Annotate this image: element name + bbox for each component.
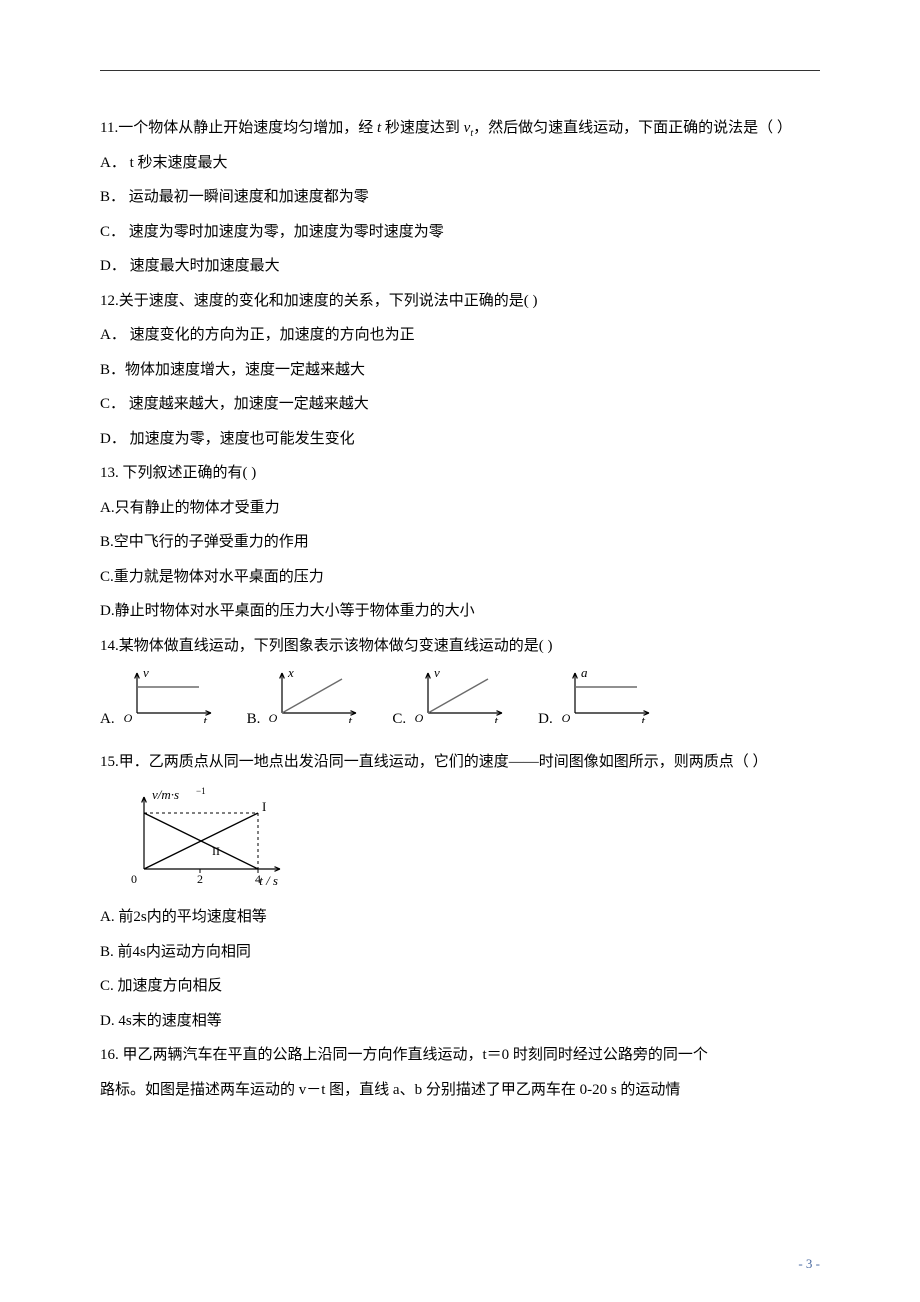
- q12-option-d: D． 加速度为零，速度也可能发生变化: [100, 422, 820, 457]
- q11-option-c: C． 速度为零时加速度为零，加速度为零时速度为零: [100, 215, 820, 250]
- svg-text:O: O: [561, 711, 570, 723]
- q14-graph-b: x Ot: [266, 667, 362, 737]
- q14-label-c: C.: [392, 702, 406, 737]
- q11-option-d: D． 速度最大时加速度最大: [100, 249, 820, 284]
- svg-text:v: v: [434, 667, 440, 680]
- q14-label-d: D.: [538, 702, 553, 737]
- q15-d-mid: 4s: [118, 1013, 131, 1029]
- q13-stem: 13. 下列叙述正确的有( ): [100, 456, 820, 491]
- svg-text:O: O: [269, 711, 278, 723]
- svg-text:I: I: [262, 799, 266, 814]
- q14-label-a: A.: [100, 702, 115, 737]
- svg-text:2: 2: [197, 872, 203, 886]
- q11-option-b: B． 运动最初一瞬间速度和加速度都为零: [100, 180, 820, 215]
- q14-label-b: B.: [247, 702, 261, 737]
- svg-text:4: 4: [255, 872, 261, 886]
- svg-text:v: v: [143, 667, 149, 680]
- q14-options-row: A. v Ot B. x Ot C. v Ot D. a Ot: [100, 667, 820, 737]
- svg-text:a: a: [581, 667, 588, 680]
- q16-line1: 16. 甲乙两辆汽车在平直的公路上沿同一方向作直线运动，t＝0 时刻同时经过公路…: [100, 1038, 820, 1073]
- q15-b-pre: B. 前: [100, 944, 133, 960]
- q15-a-post: 内的平均速度相等: [147, 909, 267, 925]
- q14-graph-c: v Ot: [412, 667, 508, 737]
- svg-text:II: II: [212, 844, 220, 858]
- q15-b-post: 内运动方向相同: [146, 944, 251, 960]
- svg-text:t: t: [495, 713, 499, 723]
- q14-stem: 14.某物体做直线运动，下列图象表示该物体做匀变速直线运动的是( ): [100, 629, 820, 664]
- exam-page: 11.一个物体从静止开始速度均匀增加，经 t 秒速度达到 v t ，然后做匀速直线运…: [0, 0, 920, 1302]
- svg-text:O: O: [123, 711, 132, 723]
- svg-text:v/m·s: v/m·s: [152, 787, 179, 802]
- q15-b-mid: 4s: [133, 944, 146, 960]
- q15-graph: v/m·s−1t / s024III: [108, 783, 820, 898]
- top-rule: [100, 70, 820, 71]
- q15-option-c: C. 加速度方向相反: [100, 969, 820, 1004]
- q11-stem-part1: 11.一个物体从静止开始速度均匀增加，经: [100, 120, 377, 136]
- q15-stem: 15.甲．乙两质点从同一地点出发沿同一直线运动，它们的速度——时间图像如图所示，…: [100, 745, 820, 780]
- q16-line2: 路标。如图是描述两车运动的 v－t 图，直线 a、b 分别描述了甲乙两车在 0-…: [100, 1073, 820, 1108]
- page-number: - 3 -: [798, 1256, 820, 1272]
- q11-stem-part2: 秒速度达到: [381, 120, 464, 136]
- q14-option-b: B. x Ot: [247, 667, 363, 737]
- q12-stem: 12.关于速度、速度的变化和加速度的关系，下列说法中正确的是( ): [100, 284, 820, 319]
- svg-text:−1: −1: [196, 786, 206, 796]
- q14-graph-d: a Ot: [559, 667, 655, 737]
- q13-option-d: D.静止时物体对水平桌面的压力大小等于物体重力的大小: [100, 594, 820, 629]
- q15-d-pre: D.: [100, 1013, 118, 1029]
- q15-d-post: 末的速度相等: [132, 1013, 222, 1029]
- q15-a-pre: A. 前: [100, 909, 133, 925]
- svg-text:t: t: [203, 713, 207, 723]
- q14-graph-a: v Ot: [121, 667, 217, 737]
- q14-option-c: C. v Ot: [392, 667, 508, 737]
- q13-option-a: A.只有静止的物体才受重力: [100, 491, 820, 526]
- q11-stem: 11.一个物体从静止开始速度均匀增加，经 t 秒速度达到 vt，然后做匀速直线运…: [100, 111, 820, 146]
- svg-text:0: 0: [131, 872, 137, 886]
- q12-option-b: B．物体加速度增大，速度一定越来越大: [100, 353, 820, 388]
- svg-text:x: x: [287, 667, 294, 680]
- svg-text:t: t: [349, 713, 353, 723]
- q11-stem-part3: ，然后做匀速直线运动，下面正确的说法是（ ）: [473, 120, 792, 136]
- svg-text:t / s: t / s: [259, 873, 278, 888]
- q14-option-d: D. a Ot: [538, 667, 655, 737]
- q15-option-d: D. 4s末的速度相等: [100, 1004, 820, 1039]
- q12-option-a: A． 速度变化的方向为正，加速度的方向也为正: [100, 318, 820, 353]
- q11-option-a: A． t 秒末速度最大: [100, 146, 820, 181]
- q13-option-c: C.重力就是物体对水平桌面的压力: [100, 560, 820, 595]
- q12-option-c: C． 速度越来越大，加速度一定越来越大: [100, 387, 820, 422]
- q15-option-a: A. 前2s内的平均速度相等: [100, 900, 820, 935]
- q13-option-b: B.空中飞行的子弹受重力的作用: [100, 525, 820, 560]
- q15-option-b: B. 前4s内运动方向相同: [100, 935, 820, 970]
- q14-option-a: A. v Ot: [100, 667, 217, 737]
- svg-text:t: t: [641, 713, 645, 723]
- svg-text:O: O: [415, 711, 424, 723]
- q15-a-mid: 2s: [133, 909, 146, 925]
